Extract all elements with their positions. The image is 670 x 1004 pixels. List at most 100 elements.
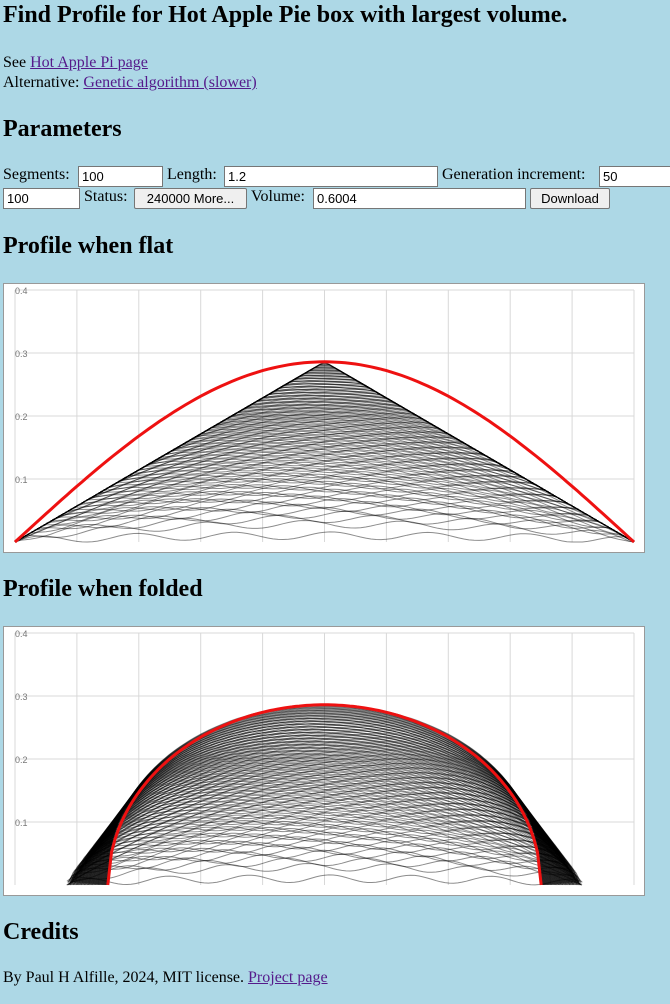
history-profile (14, 514, 635, 543)
history-profile (14, 424, 635, 543)
history-profile (79, 781, 570, 886)
history-profile (14, 442, 635, 543)
history-profile (66, 874, 583, 886)
project-page-link[interactable]: Project page (248, 969, 328, 986)
history-profile (14, 451, 635, 543)
history-profile (14, 493, 635, 543)
history-profile (87, 756, 562, 886)
history-profile (92, 741, 557, 886)
genetic-algorithm-link[interactable]: Genetic algorithm (slower) (83, 74, 257, 91)
history-profile (96, 730, 553, 886)
history-profile (14, 369, 635, 543)
best-profile-line (106, 703, 543, 886)
history-profile (74, 803, 575, 886)
history-profile (89, 750, 560, 885)
history-profile (99, 723, 550, 885)
history-profile (94, 737, 555, 886)
length-label: Length: (167, 166, 217, 183)
history-profile (70, 822, 579, 886)
history-profile (96, 731, 553, 886)
y-tick-label: 0.1 (15, 475, 28, 485)
history-profile (14, 431, 635, 543)
history-profile (14, 406, 635, 543)
history-profile (91, 745, 558, 886)
history-profile (73, 806, 576, 885)
history-profile (14, 473, 635, 543)
segments-label: Segments: (3, 166, 70, 183)
history-profile (14, 457, 635, 543)
history-profile (14, 443, 635, 543)
history-profile (86, 758, 563, 886)
hot-apple-pi-link[interactable]: Hot Apple Pi page (30, 54, 148, 71)
download-button[interactable]: Download (530, 188, 610, 209)
history-profile (75, 798, 574, 886)
history-profile (14, 380, 635, 543)
history-profile (14, 434, 635, 543)
history-profile (90, 746, 559, 886)
history-profile (14, 456, 635, 543)
status-label: Status: (84, 188, 128, 205)
history-profile (14, 423, 635, 543)
history-profile (92, 740, 557, 885)
history-profile (82, 770, 567, 886)
history-profile (14, 372, 635, 543)
y-tick-label: 0.2 (15, 755, 28, 765)
history-profile (14, 407, 635, 543)
history-profile (80, 777, 569, 886)
history-profile (14, 400, 635, 543)
history-profile (14, 418, 635, 543)
history-profile (14, 372, 635, 543)
history-profile (14, 510, 635, 543)
history-profile (84, 764, 565, 886)
history-profile (14, 491, 635, 543)
history-profile (14, 383, 635, 543)
history-profile (14, 388, 635, 543)
history-profile (14, 434, 635, 543)
volume-output[interactable] (313, 188, 526, 209)
history-profile (85, 762, 564, 886)
history-profile (81, 774, 568, 885)
flat-profile-chart: 0.1 0.2 0.3 0.4 (3, 283, 645, 553)
history-profile (14, 439, 635, 543)
history-profile (14, 394, 635, 543)
history-profile (95, 732, 554, 885)
generations-input[interactable] (3, 188, 80, 209)
history-profile (14, 416, 635, 543)
history-profile (88, 753, 561, 885)
history-profile (14, 392, 635, 543)
length-input[interactable] (224, 166, 438, 187)
history-profile (14, 380, 635, 543)
history-profile (90, 747, 559, 886)
generation-increment-input[interactable] (599, 166, 670, 187)
history-profile (14, 374, 635, 543)
history-profile (14, 372, 635, 543)
history-profile (14, 447, 635, 543)
history-profile (94, 734, 555, 886)
history-profile (67, 849, 582, 885)
more-button[interactable]: 240000 More... (134, 188, 247, 209)
history-profile (99, 723, 550, 886)
history-profile (68, 841, 581, 886)
history-profile (14, 458, 635, 543)
history-profile (14, 435, 635, 543)
history-profile (86, 759, 563, 886)
history-profile (14, 389, 635, 543)
history-profile (95, 734, 554, 886)
segments-input[interactable] (78, 166, 163, 187)
history-profile (14, 404, 635, 543)
history-profile (14, 369, 635, 543)
history-profile (14, 383, 635, 543)
history-profile (14, 466, 635, 543)
history-profile (77, 790, 572, 886)
history-profile (70, 823, 579, 884)
history-profile (93, 737, 556, 886)
folded-profile-svg: 0.1 0.2 0.3 0.4 (14, 629, 635, 886)
history-profile (102, 715, 547, 886)
history-profile (14, 408, 635, 543)
y-tick-label: 0.1 (15, 818, 28, 828)
history-profile (99, 721, 550, 886)
history-profile (14, 397, 635, 543)
history-profiles (14, 361, 635, 543)
y-tick-label: 0.4 (15, 286, 28, 296)
page-title: Find Profile for Hot Apple Pie box with … (3, 2, 568, 28)
